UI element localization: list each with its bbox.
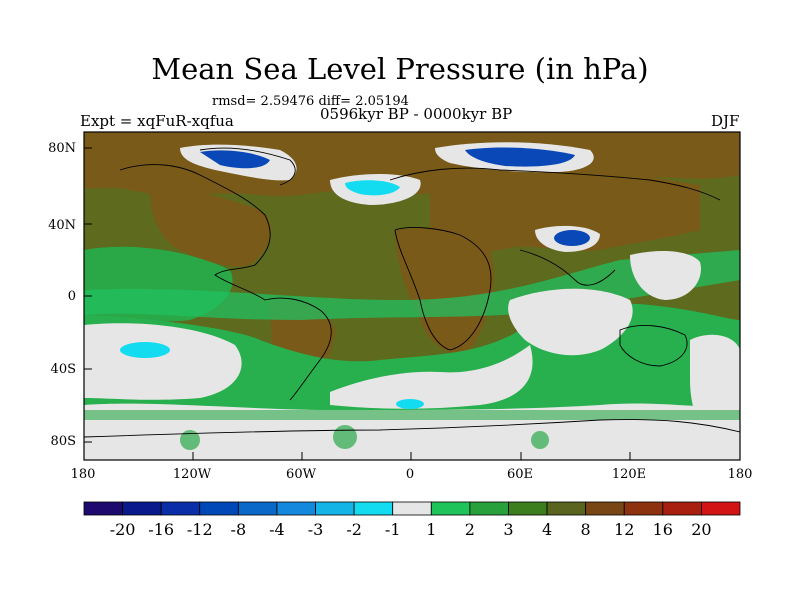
colorbar-swatch-6 (315, 501, 355, 516)
coast-antarctica (84, 419, 740, 438)
colorbar-label: -2 (346, 520, 362, 539)
colorbar-swatch-4 (237, 501, 278, 516)
colorbar-swatch-0 (83, 501, 123, 516)
lat-label-40n: 40N (48, 218, 76, 233)
colorbar-label: -8 (230, 520, 247, 539)
season-label: DJF (711, 112, 740, 130)
colorbar-swatch-14 (623, 501, 664, 516)
coast-south-america (264, 297, 332, 401)
colorbar-label: 2 (464, 520, 475, 539)
stats-label: rmsd= 2.59476 diff= 2.05194 (212, 94, 409, 109)
colorbar-swatch-3 (199, 501, 239, 516)
coast-north-america (119, 164, 271, 301)
colorbar-label: 1 (426, 520, 437, 539)
lon-label-0: 0 (405, 467, 415, 482)
coast-australia (619, 325, 688, 367)
colorbar-swatch-7 (353, 501, 394, 516)
field-antarctic-green-strip (84, 410, 740, 420)
coastlines (84, 147, 740, 438)
colorbar-label: -20 (109, 520, 136, 539)
coast-eurasia-north (389, 167, 721, 201)
colorbar-swatch-1 (122, 501, 162, 516)
colorbar-label: 8 (580, 520, 591, 539)
experiment-label: Expt = xqFuR-xqfua (80, 112, 234, 130)
field-antarctic-patch-1 (180, 430, 200, 450)
colorbar-swatch-10 (469, 501, 509, 516)
period-label: 0596kyr BP - 0000kyr BP (320, 105, 513, 123)
colorbar-label: -3 (307, 520, 324, 539)
colorbar-swatch-5 (276, 501, 316, 516)
lon-label-60w: 60W (286, 467, 316, 482)
field-namerica-brown (150, 189, 271, 267)
colorbar-label: 3 (503, 520, 514, 539)
colorbar-label: -16 (148, 520, 175, 539)
colorbar-swatch-9 (430, 501, 471, 516)
field-canada-blue (200, 150, 270, 169)
lat-label-80s: 80S (50, 434, 76, 449)
field-south-pacific-cyan (120, 342, 170, 358)
coast-south-asia (519, 249, 616, 286)
field-west-pacific-grey (630, 250, 701, 300)
lat-label-0: 0 (67, 289, 76, 304)
colorbar-label: 16 (652, 520, 673, 539)
colorbar-swatch-15 (662, 501, 702, 516)
field-asia-brown (430, 169, 700, 252)
field-indian-grey (508, 288, 633, 356)
field-south-atlantic-grey (330, 345, 533, 409)
colorbar-swatch-16 (701, 501, 741, 516)
lon-label-120e: 120E (611, 467, 647, 482)
lon-label-60e: 60E (506, 467, 534, 482)
lon-ticks (83, 452, 741, 460)
lat-label-80n: 80N (48, 141, 76, 156)
lon-label-180e: 180 (727, 467, 753, 482)
colorbar-label: 4 (541, 520, 553, 539)
colorbar-swatch-2 (160, 501, 201, 516)
colorbar (83, 501, 741, 516)
colorbar-swatch-11 (508, 501, 548, 516)
colorbar-swatch-13 (585, 501, 625, 516)
colorbar-label: 20 (691, 520, 712, 539)
field-south-pacific-grey (84, 323, 242, 400)
lon-label-180w: 180 (70, 467, 96, 482)
field-tibet-blue (554, 230, 590, 246)
colorbar-swatch-8 (392, 501, 432, 516)
lat-label-40s: 40S (50, 362, 76, 377)
coast-africa (394, 227, 492, 351)
colorbar-label: -12 (186, 520, 213, 539)
colorbar-label: 12 (614, 520, 635, 539)
field-africa-brown (395, 228, 494, 354)
colorbar-swatch-12 (546, 501, 587, 516)
lon-label-120w: 120W (172, 467, 212, 482)
field-antarctic-patch-3 (531, 431, 549, 449)
lat-ticks (84, 147, 92, 443)
colorbar-label: -1 (384, 520, 401, 539)
coast-greenland-canada (199, 147, 296, 186)
map-title: Mean Sea Level Pressure (in hPa) (151, 52, 649, 86)
colorbar-label: -4 (269, 520, 285, 539)
field-siberia-blue (465, 147, 575, 167)
pressure-field (84, 132, 740, 460)
field-antarctic-patch-2 (333, 425, 357, 449)
field-atlantic-cyan (345, 180, 400, 196)
field-south-atlantic-cyan (396, 399, 424, 409)
